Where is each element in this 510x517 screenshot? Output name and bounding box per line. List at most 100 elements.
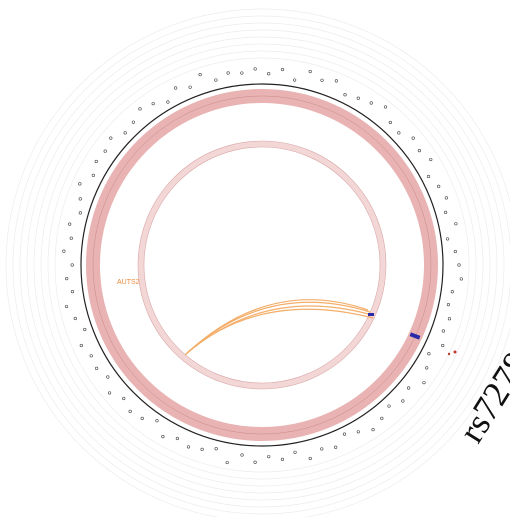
- snp-point: [79, 343, 83, 348]
- snp-point: [320, 447, 324, 451]
- snp-point: [78, 211, 82, 215]
- snp-point: [131, 120, 135, 124]
- snp-point: [103, 149, 107, 153]
- snp-point: [342, 432, 347, 436]
- snp-point: [267, 72, 271, 76]
- snp-point: [175, 436, 179, 441]
- inner-ring-outline: [137, 140, 387, 390]
- snp-point: [445, 237, 450, 241]
- snp-point: [83, 327, 87, 332]
- snp-point: [383, 105, 388, 109]
- snp-point: [411, 136, 415, 140]
- snp-point: [123, 131, 127, 135]
- snp-label: rs7278: [451, 345, 510, 449]
- snp-point: [161, 435, 165, 439]
- snp-point: [343, 93, 347, 97]
- snp-point: [334, 445, 338, 449]
- snp-point: [454, 222, 458, 226]
- baseline-ring: [80, 83, 444, 447]
- snp-point: [280, 457, 285, 461]
- snp-point: [356, 430, 360, 434]
- snp-point: [70, 290, 75, 294]
- gene-label: AUTS2: [117, 279, 140, 286]
- snp-point: [388, 120, 392, 125]
- snp-point: [293, 450, 297, 454]
- lead-snp: [453, 350, 457, 354]
- snp-point: [226, 71, 230, 75]
- snp-point: [78, 182, 82, 186]
- snp-point: [369, 101, 373, 105]
- snp-point: [371, 428, 375, 432]
- links: [184, 299, 374, 356]
- snp-point: [89, 354, 93, 358]
- snp-point: [308, 69, 312, 74]
- snp-point: [444, 196, 448, 200]
- snp-point: [387, 404, 391, 408]
- snp-point: [186, 445, 191, 449]
- snp-point: [166, 100, 170, 104]
- snp-point: [94, 159, 98, 164]
- snp-point: [65, 277, 69, 281]
- inner-ring-outline: [143, 146, 381, 384]
- snp-point: [95, 366, 99, 370]
- snp-point: [380, 416, 384, 420]
- inner-ring: [138, 141, 386, 389]
- snp-point: [450, 290, 454, 294]
- snp-point: [78, 197, 82, 201]
- snp-point: [107, 391, 112, 395]
- snp-point: [200, 447, 204, 451]
- snp-point: [155, 419, 159, 423]
- snp-point: [70, 263, 74, 267]
- background-rings: [5, 8, 510, 517]
- snp-point: [62, 249, 66, 253]
- snp-point: [106, 375, 110, 379]
- snp-point: [444, 210, 448, 214]
- lead-snp: [447, 352, 451, 356]
- snp-point: [446, 303, 451, 307]
- snp-point: [91, 173, 95, 177]
- snp-point: [68, 222, 72, 226]
- snp-point: [198, 72, 202, 77]
- snp-point: [334, 79, 338, 83]
- snp-point: [240, 453, 244, 457]
- snp-point: [280, 67, 285, 72]
- snp-point: [447, 317, 452, 321]
- snp-point: [397, 131, 401, 135]
- snp-point: [214, 78, 218, 82]
- snp-point: [457, 263, 461, 267]
- snp-point: [174, 86, 178, 90]
- snp-point: [417, 149, 422, 153]
- snp-point: [253, 67, 257, 71]
- snp-point: [441, 329, 445, 333]
- snp-point: [253, 460, 257, 464]
- snp-point: [356, 96, 360, 100]
- snp-point: [151, 102, 155, 106]
- snp-point: [437, 184, 441, 188]
- snp-point: [73, 316, 77, 321]
- snp-point: [138, 107, 142, 111]
- snp-point: [320, 78, 324, 82]
- snp-point: [109, 136, 113, 140]
- snp-point: [128, 409, 132, 413]
- snp-point: [441, 343, 445, 348]
- snp-point: [140, 416, 144, 420]
- snp-point: [188, 85, 192, 89]
- snp-point: [426, 174, 431, 179]
- snp-point: [427, 352, 431, 356]
- snp-point: [425, 366, 429, 370]
- snp-point: [267, 455, 271, 459]
- locus-marker: [368, 313, 374, 316]
- snp-point: [293, 78, 297, 82]
- snp-point: [225, 460, 229, 465]
- snp-point: [407, 386, 411, 390]
- snp-point: [64, 304, 69, 309]
- snp-point: [240, 71, 244, 75]
- snp-point: [453, 249, 457, 254]
- snp-point: [122, 396, 126, 401]
- snp-point: [69, 236, 73, 240]
- snp-point: [308, 456, 312, 461]
- snp-point: [422, 381, 426, 385]
- band-outline: [92, 95, 432, 435]
- locus-marker: [409, 332, 421, 340]
